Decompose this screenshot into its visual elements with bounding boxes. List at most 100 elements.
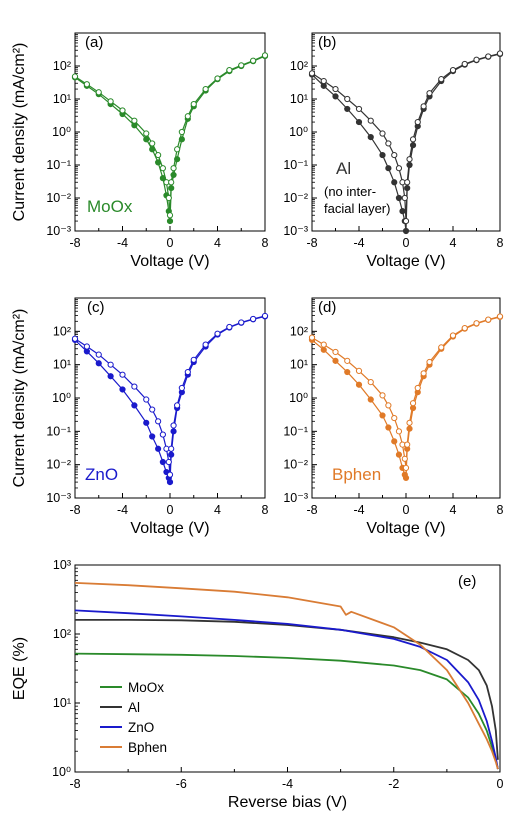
- data-point-filled: [355, 381, 363, 388]
- data-point-open: [95, 89, 102, 96]
- data-point-open: [71, 335, 79, 342]
- y-tick-label: 10⁻²: [46, 191, 71, 205]
- data-point-open: [190, 101, 197, 108]
- data-point-open: [165, 194, 172, 202]
- data-point-open: [438, 344, 445, 351]
- x-tick-label: 4: [450, 503, 457, 517]
- y-tick-label: 10²: [53, 627, 71, 641]
- data-point-open: [404, 179, 411, 186]
- data-point-open: [485, 316, 492, 323]
- x-tick-label: 8: [262, 503, 269, 517]
- data-point-open: [320, 341, 327, 348]
- panel-label: (c): [87, 299, 105, 316]
- data-point-open: [414, 384, 421, 392]
- data-point-filled: [344, 105, 351, 113]
- data-point-open: [155, 151, 162, 159]
- data-point-open: [95, 351, 102, 358]
- data-point-open: [308, 70, 316, 77]
- x-tick-label: -2: [388, 777, 399, 791]
- data-point-filled: [395, 194, 403, 202]
- data-point-open: [190, 356, 197, 363]
- data-point-open: [449, 332, 457, 339]
- data-point-filled: [332, 93, 339, 100]
- legend-entry: Al: [128, 700, 140, 715]
- x-tick-label: -8: [69, 236, 80, 250]
- y-tick-label: 10⁻²: [283, 458, 308, 472]
- data-point-open: [159, 431, 166, 438]
- data-point-filled: [95, 360, 102, 367]
- data-point-open: [178, 384, 185, 392]
- data-point-open: [379, 392, 386, 399]
- data-point-open: [166, 212, 174, 219]
- data-point-open: [226, 323, 233, 331]
- data-point-open: [238, 319, 245, 326]
- y-tick-label: 10⁻³: [46, 224, 71, 238]
- data-point-filled: [399, 208, 406, 215]
- x-tick-label: -4: [282, 777, 293, 791]
- x-axis-label: Voltage (V): [130, 520, 209, 537]
- x-tick-label: -4: [353, 236, 364, 250]
- data-point-open: [409, 400, 417, 407]
- legend-entry: MoOx: [128, 680, 164, 695]
- data-point-open: [426, 358, 433, 366]
- data-point-open: [402, 464, 410, 471]
- x-tick-label: 8: [262, 236, 269, 250]
- data-point-open: [485, 53, 492, 60]
- data-point-filled: [143, 419, 150, 426]
- y-tick-label: 10¹: [290, 358, 308, 372]
- data-point-filled: [166, 478, 174, 486]
- data-point-open: [406, 156, 413, 163]
- data-point-open: [131, 117, 138, 124]
- data-point-open: [107, 98, 114, 105]
- x-tick-label: -4: [117, 503, 128, 517]
- y-tick-label: 10⁻¹: [46, 158, 71, 172]
- data-point-filled: [355, 118, 363, 126]
- panel-c-jv-zno: -8 -4 0 4 8 10⁻³ 10⁻² 10⁻¹ 10⁰ 10¹ 10² Voltage (V) C…: [11, 297, 269, 537]
- data-point-filled: [367, 134, 374, 141]
- data-point-open: [344, 357, 351, 364]
- data-point-open: [214, 330, 221, 337]
- data-point-open: [395, 165, 403, 172]
- data-point-open: [149, 140, 156, 147]
- data-point-filled: [385, 165, 392, 172]
- data-point-open: [414, 118, 421, 126]
- series-line: [74, 54, 266, 216]
- x-tick-label: -8: [69, 503, 80, 517]
- y-tick-label: 10¹: [53, 92, 71, 106]
- data-point-open: [461, 60, 468, 68]
- x-tick-label: -8: [69, 777, 80, 791]
- x-tick-label: 4: [450, 236, 457, 250]
- material-annotation: MoOx: [87, 197, 133, 216]
- data-point-open: [168, 179, 175, 186]
- data-point-open: [149, 406, 156, 413]
- data-point-open: [261, 52, 269, 59]
- data-point-filled: [332, 357, 339, 364]
- data-point-open: [170, 422, 177, 429]
- material-annotation: ZnO: [85, 465, 118, 484]
- data-point-open: [367, 378, 374, 386]
- y-axis-label: EQE (%): [11, 637, 28, 700]
- data-point-open: [344, 95, 351, 103]
- x-axis-label: Voltage (V): [366, 520, 445, 537]
- data-point-open: [184, 113, 191, 120]
- x-tick-label: 0: [403, 503, 410, 517]
- x-tick-label: -4: [117, 236, 128, 250]
- x-tick-label: 0: [167, 503, 174, 517]
- material-annotation: Bphen: [332, 465, 381, 484]
- y-tick-label: 10²: [290, 324, 308, 338]
- data-point-open: [168, 445, 175, 452]
- y-tick-label: 10²: [53, 324, 71, 338]
- data-point-open: [496, 50, 504, 57]
- data-point-open: [184, 368, 191, 376]
- data-point-filled: [385, 424, 392, 431]
- data-point-open: [174, 146, 181, 153]
- data-point-open: [391, 151, 398, 159]
- panel-label: (d): [318, 299, 336, 316]
- data-point-filled: [402, 227, 410, 235]
- data-point-open: [214, 75, 221, 82]
- y-tick-label: 10¹: [290, 92, 308, 106]
- x-tick-label: -4: [353, 503, 364, 517]
- data-point-open: [426, 90, 433, 97]
- data-point-open: [250, 315, 257, 323]
- data-point-open: [473, 56, 480, 63]
